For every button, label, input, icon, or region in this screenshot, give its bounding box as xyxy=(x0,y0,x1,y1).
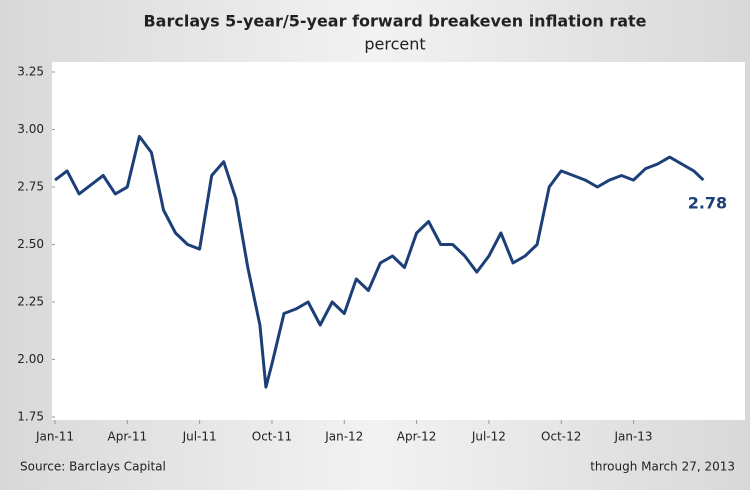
y-tick-label: 2.00 xyxy=(17,352,44,366)
y-tick-label: 1.75 xyxy=(17,410,44,424)
x-tick-label: Jan-13 xyxy=(613,430,652,444)
chart-subtitle: percent xyxy=(364,35,425,54)
x-tick-label: Jul-12 xyxy=(471,430,506,444)
data-line xyxy=(54,134,705,389)
x-tick-label: Oct-11 xyxy=(252,430,292,444)
end-value-label: 2.78 xyxy=(688,194,727,213)
y-tick-label: 3.25 xyxy=(17,65,44,79)
y-tick-label: 2.50 xyxy=(17,237,44,251)
source: Source: Barclays Capital xyxy=(20,460,166,474)
plot-area xyxy=(52,62,745,420)
y-tick-label: 2.75 xyxy=(17,180,44,194)
x-tick-label: Apr-11 xyxy=(108,430,148,444)
x-tick-label: Apr-12 xyxy=(397,430,437,444)
y-tick-label: 2.25 xyxy=(17,295,44,309)
y-tick-label: 3.00 xyxy=(17,122,44,136)
note: through March 27, 2013 xyxy=(590,460,735,474)
x-tick-label: Jan-11 xyxy=(35,430,74,444)
x-tick-label: Jan-12 xyxy=(324,430,363,444)
x-tick-label: Oct-12 xyxy=(541,430,581,444)
chart-title: Barclays 5-year/5-year forward breakeven… xyxy=(143,12,646,31)
x-tick-label: Jul-11 xyxy=(182,430,217,444)
